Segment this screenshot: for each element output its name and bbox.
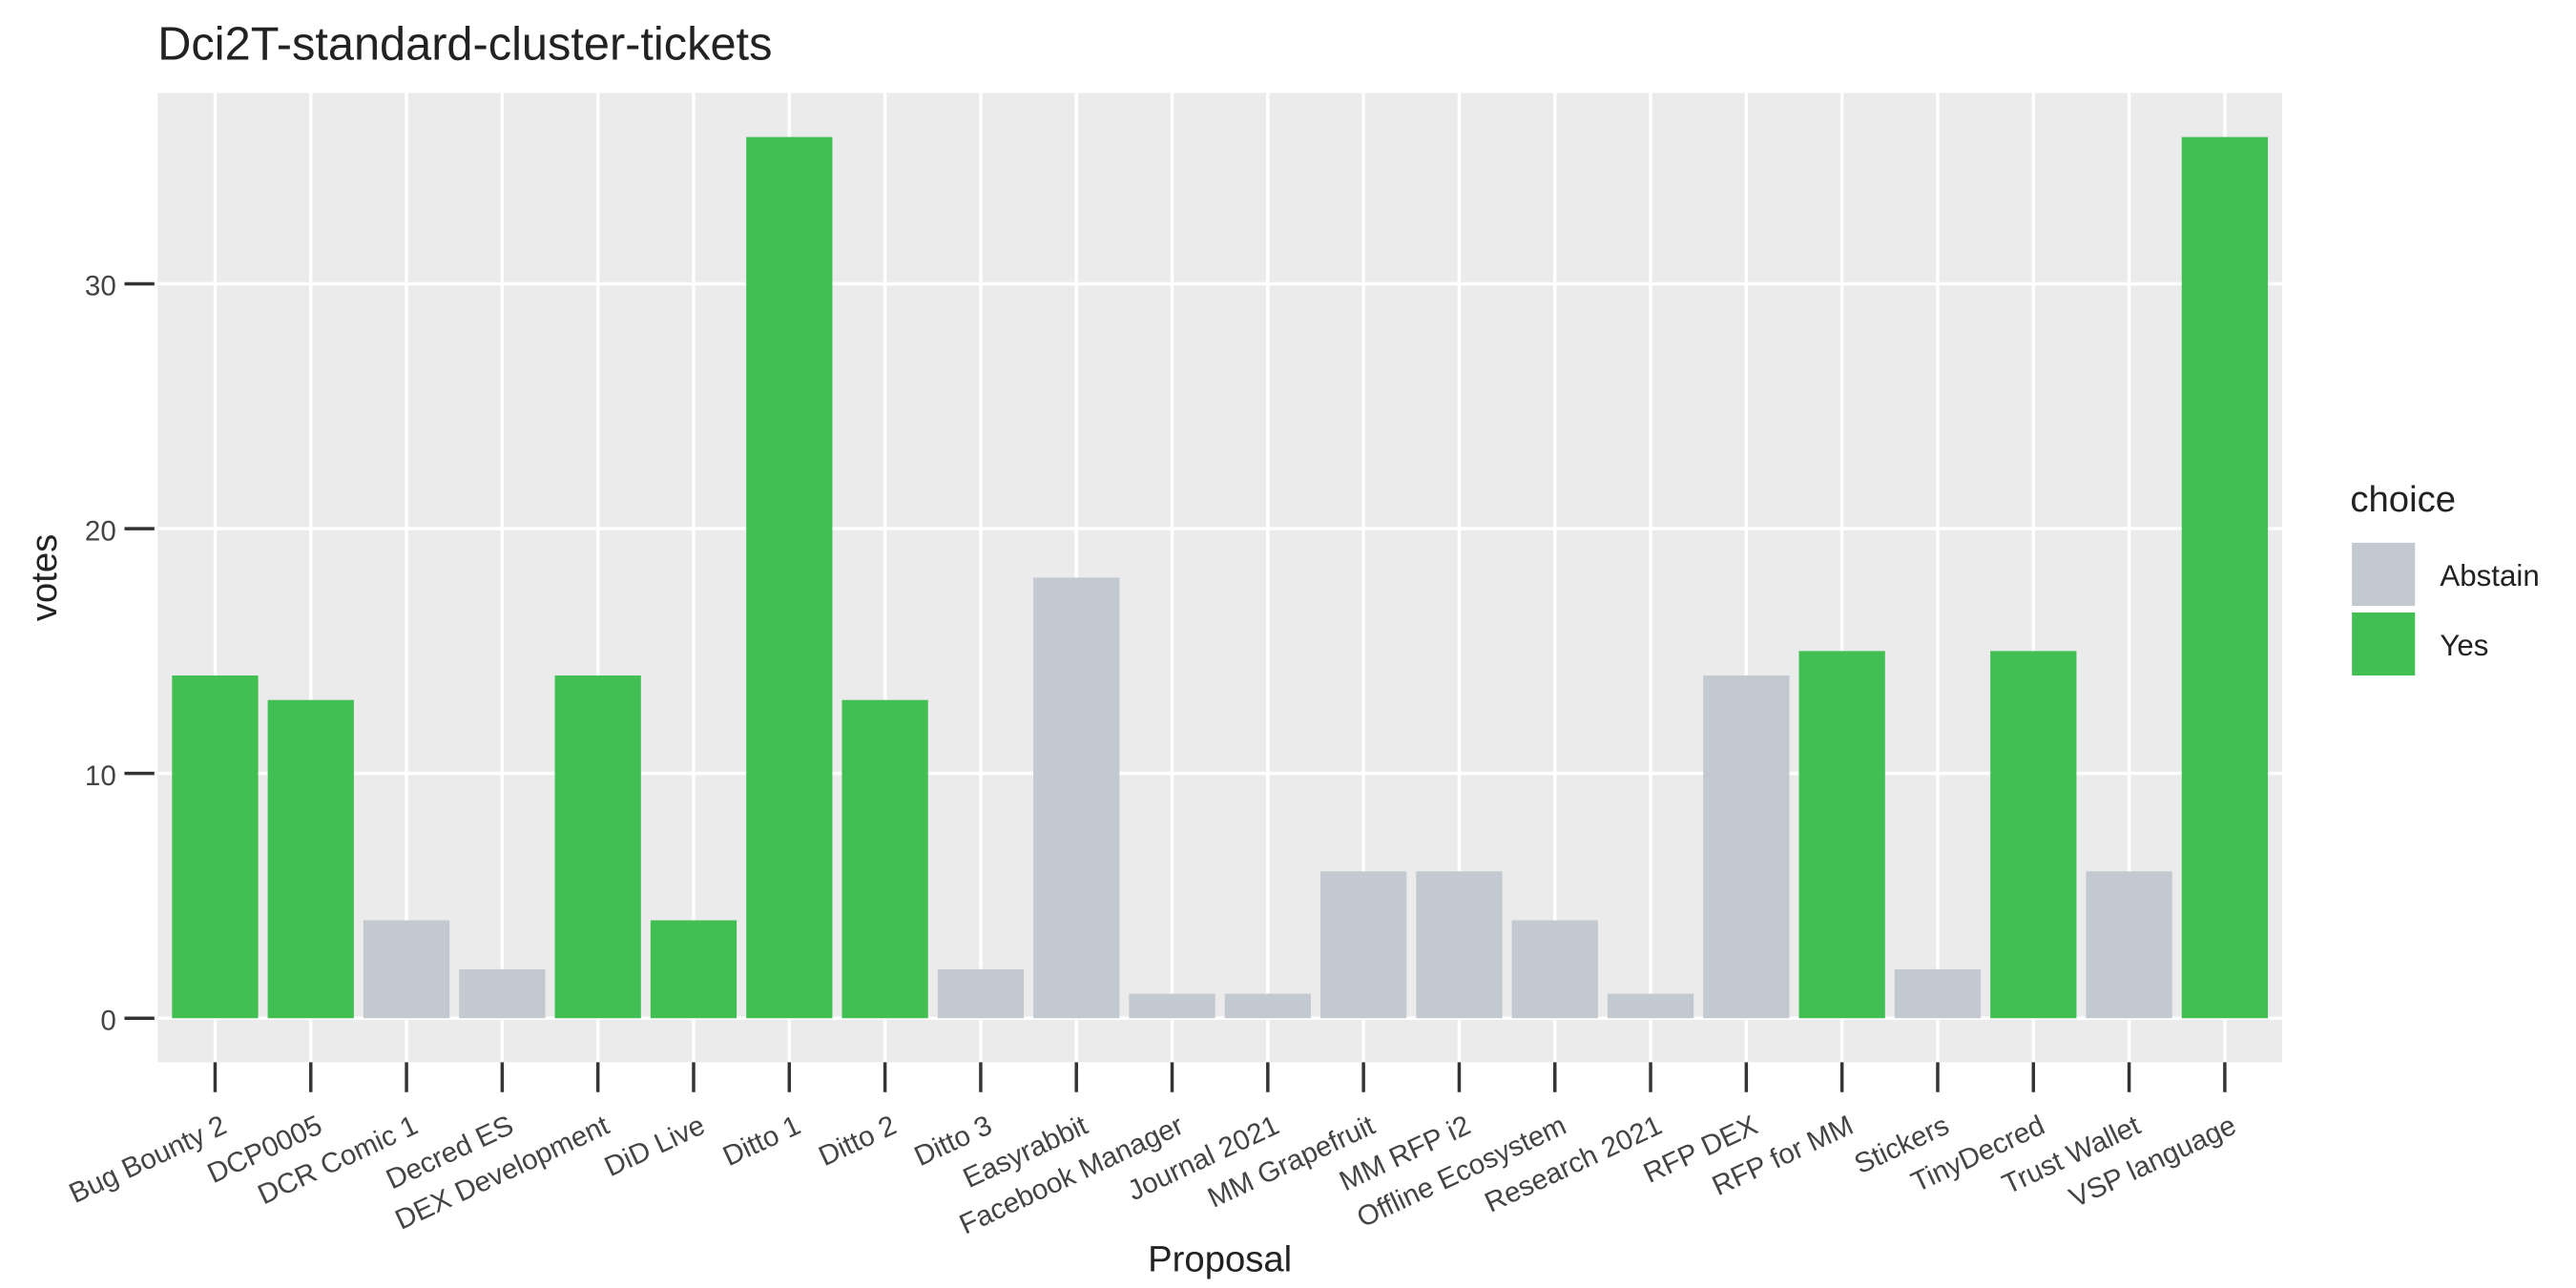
bar xyxy=(172,675,259,1019)
legend-label: Abstain xyxy=(2440,559,2539,592)
bar xyxy=(1703,675,1790,1019)
y-tick-label: 20 xyxy=(85,515,116,547)
bar xyxy=(554,675,641,1019)
x-tick-label: DiD Live xyxy=(600,1110,710,1183)
y-tick-label: 0 xyxy=(100,1005,115,1036)
bar xyxy=(650,920,737,1019)
bar xyxy=(1319,871,1407,1019)
legend-label: Yes xyxy=(2440,629,2488,662)
x-tick-label: Ditto 2 xyxy=(814,1110,901,1173)
bar xyxy=(1894,968,1982,1019)
bar xyxy=(459,968,546,1019)
bar xyxy=(363,920,450,1019)
x-axis-title: Proposal xyxy=(1148,1239,1292,1280)
chart-title: Dci2T-standard-cluster-tickets xyxy=(157,19,772,71)
bar xyxy=(746,136,833,1019)
bar xyxy=(1129,993,1215,1019)
bar xyxy=(267,699,354,1019)
y-axis-title: votes xyxy=(24,534,65,621)
bar xyxy=(1511,920,1598,1019)
x-tick-label: Ditto 1 xyxy=(718,1110,805,1173)
bar xyxy=(1607,993,1694,1019)
y-tick-label: 30 xyxy=(85,271,116,302)
bar xyxy=(1033,577,1120,1019)
legend-swatch xyxy=(2348,539,2419,610)
bar xyxy=(1416,871,1503,1019)
bar xyxy=(937,968,1025,1019)
bar xyxy=(841,699,928,1019)
legend-title: choice xyxy=(2350,479,2456,520)
bar xyxy=(1798,651,1885,1019)
bar xyxy=(2181,136,2269,1019)
bar xyxy=(1224,993,1311,1019)
legend-swatch xyxy=(2348,609,2419,679)
plot-panel xyxy=(157,93,2283,1063)
bar xyxy=(1990,651,2077,1019)
y-tick-label: 10 xyxy=(85,760,116,792)
bar xyxy=(2086,871,2172,1019)
